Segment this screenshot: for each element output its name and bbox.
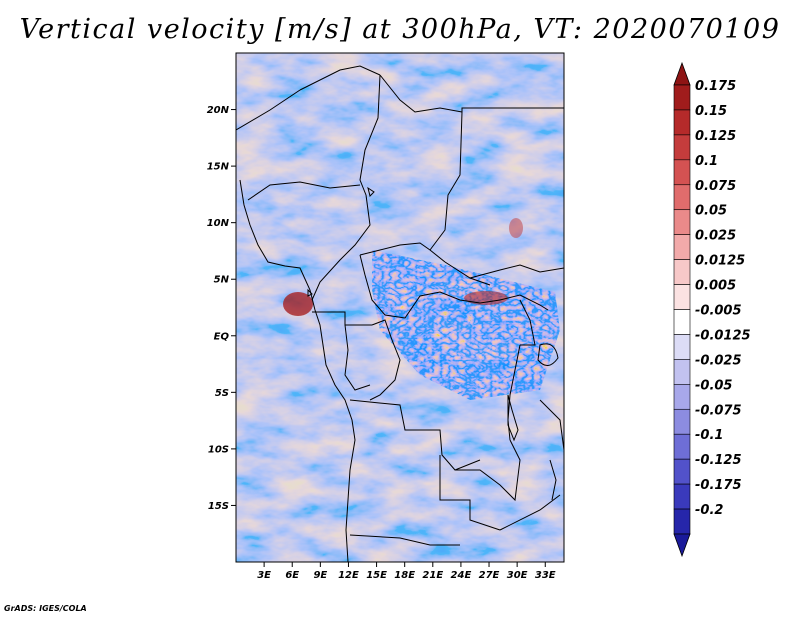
country-boundaries — [236, 65, 564, 562]
lon-tick-label: 33E — [535, 570, 556, 581]
border-zambia-east — [499, 494, 561, 531]
border-car-drc — [384, 291, 501, 319]
lat-tick-label: 5S — [215, 388, 229, 399]
bioko-island — [307, 288, 313, 297]
border-angola-namibia — [349, 534, 460, 546]
lat-tick-label: 5N — [214, 275, 230, 286]
border-gabon-congo — [344, 324, 371, 391]
colorbar-segment — [673, 384, 691, 410]
colorbar-bottom-triangle — [673, 533, 691, 558]
colorbar-segment — [673, 84, 691, 111]
lon-tick-label: 12E — [338, 570, 359, 581]
lon-tick-label: 18E — [394, 570, 415, 581]
colorbar-label: -0.0125 — [695, 328, 751, 343]
border-algeria-niger — [236, 89, 301, 131]
lake-malawi — [549, 459, 557, 501]
colorbar-label: 0.05 — [695, 204, 727, 219]
lon-tick-label: 24E — [451, 570, 472, 581]
border-congo-drc — [369, 319, 401, 401]
colorbar-segment — [673, 209, 691, 235]
colorbar-top-triangle — [673, 61, 691, 86]
colorbar-label: 0.0125 — [695, 254, 745, 269]
colorbar-segment — [673, 309, 691, 335]
colorbar-segment — [673, 433, 691, 460]
lat-tick-label: 15S — [208, 501, 229, 512]
colorbar-segment — [673, 259, 691, 285]
map-frame — [235, 52, 565, 563]
colorbar-segment — [673, 334, 691, 360]
border-niger-nigeria — [247, 181, 361, 201]
lat-tick-label: 20N — [207, 105, 230, 116]
lake-victoria — [537, 343, 559, 366]
updraft-core-cameroon — [283, 292, 313, 316]
colorbar-label: -0.175 — [695, 478, 742, 493]
colorbar-segment — [673, 408, 691, 435]
lon-tick-label: 21E — [422, 570, 443, 581]
lat-tick-label: 10N — [207, 218, 230, 229]
colorbar: 0.175 0.15 0.125 0.1 0.075 0.05 0.025 0.0125 0.0… — [673, 61, 751, 558]
colorbar-label: 0.125 — [695, 129, 736, 144]
colorbar-label: -0.1 — [695, 428, 723, 443]
colorbar-label: -0.005 — [695, 304, 742, 319]
updraft-core-central — [464, 291, 508, 305]
border-drc-zambia — [455, 439, 521, 502]
colorbar-segment — [673, 508, 691, 535]
border-libya-niger — [299, 65, 381, 91]
colorbar-label: 0.025 — [695, 229, 736, 244]
lon-tick-label: 27E — [479, 570, 500, 581]
colorbar-label: -0.025 — [695, 353, 742, 368]
colorbar-label: 0.005 — [695, 279, 736, 294]
latitude-axis: 20N 15N 10N 5N EQ 5S 10S 15S — [207, 105, 236, 512]
border-tanzania — [539, 399, 564, 451]
grads-credit: GrADS: IGES/COLA — [4, 604, 87, 613]
colorbar-label: -0.075 — [695, 403, 742, 418]
lon-tick-label: 15E — [366, 570, 387, 581]
lake-tanganyika — [507, 394, 519, 442]
lon-tick-label: 30E — [507, 570, 528, 581]
lon-tick-label: 9E — [313, 570, 327, 581]
border-chad-car — [359, 242, 446, 263]
border-chad-sudan — [429, 111, 463, 251]
lake-chad — [367, 186, 375, 197]
lat-tick-label: 10S — [208, 444, 229, 455]
colorbar-label: 0.175 — [695, 79, 736, 94]
border-egypt-sudan — [461, 107, 564, 112]
updraft-core-east — [509, 218, 523, 238]
map-title: Vertical velocity [m/s] at 300hPa, VT: 2… — [19, 14, 781, 45]
vertical-velocity-field — [236, 53, 564, 562]
border-sudan-ssudan — [469, 264, 564, 279]
longitude-axis: 3E 6E 9E 12E 15E 18E 21E 24E 27E 30E 33E — [257, 562, 556, 581]
border-angola-zambia — [439, 455, 501, 531]
colorbar-segment — [673, 359, 691, 385]
colorbar-label: 0.15 — [695, 104, 727, 119]
border-uganda — [519, 299, 536, 346]
colorbar-label: 0.1 — [695, 154, 718, 169]
lat-tick-label: 15N — [207, 162, 230, 173]
coastline-west — [239, 179, 356, 562]
colorbar-segment — [673, 184, 691, 211]
lon-tick-label: 3E — [257, 570, 271, 581]
border-cameroon-gabon — [312, 311, 372, 326]
colorbar-label: 0.075 — [695, 179, 736, 194]
border-niger-chad — [359, 74, 381, 196]
colorbar-segment — [673, 134, 691, 161]
colorbar-segment — [673, 483, 691, 510]
colorbar-segment — [673, 159, 691, 186]
colorbar-label: -0.05 — [695, 378, 732, 393]
colorbar-segment — [673, 234, 691, 260]
border-cameroon-car — [359, 254, 386, 316]
colorbar-segment — [673, 458, 691, 485]
border-ssudan-drc — [499, 294, 549, 311]
lat-tick-label: EQ — [214, 331, 230, 342]
border-nigeria-cameroon — [311, 194, 371, 301]
colorbar-segment — [673, 284, 691, 310]
colorbar-label: -0.125 — [695, 453, 742, 468]
border-libya-chad — [379, 74, 463, 113]
colorbar-label: -0.2 — [695, 503, 723, 518]
colorbar-segment — [673, 109, 691, 136]
lon-tick-label: 6E — [285, 570, 299, 581]
